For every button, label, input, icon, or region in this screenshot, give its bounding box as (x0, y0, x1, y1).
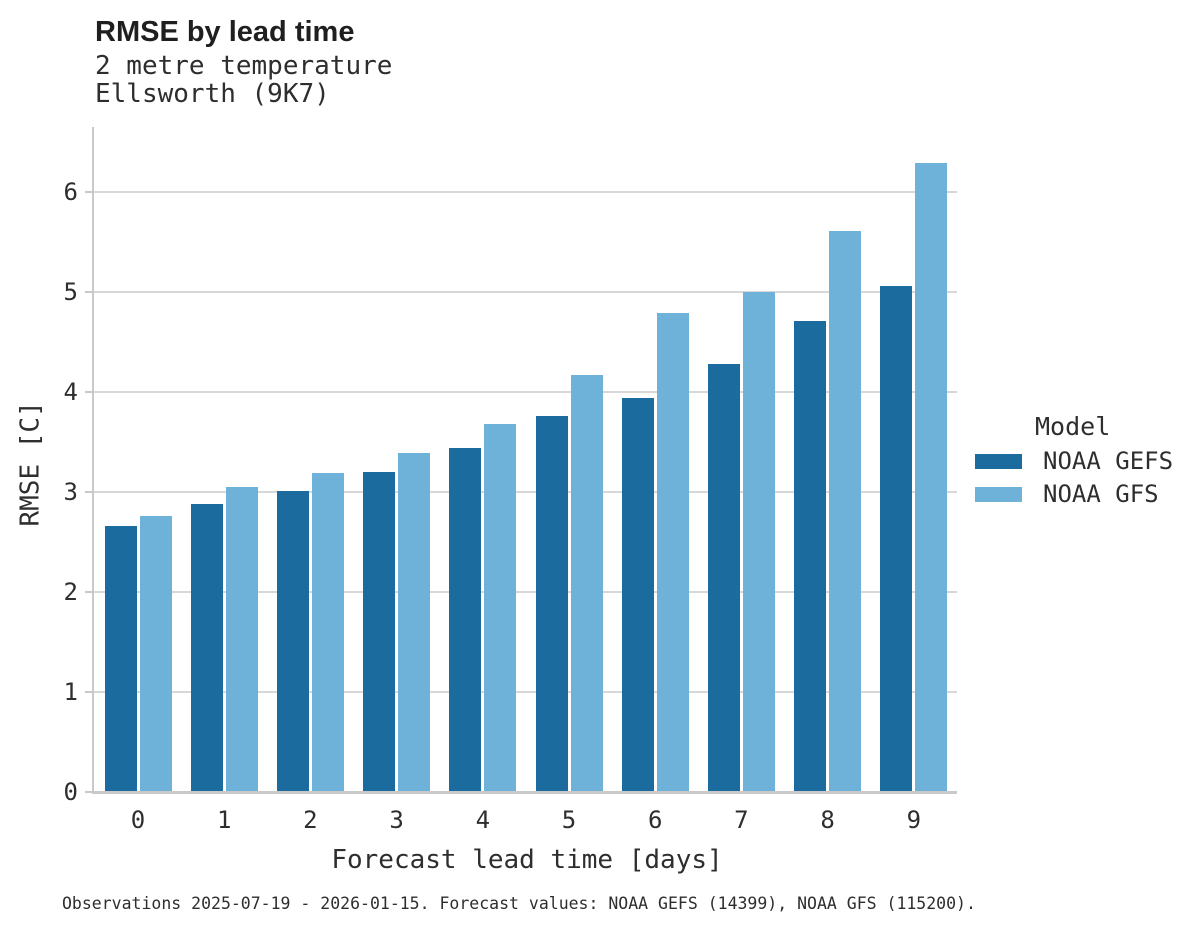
bar-noaa-gfs-day-0 (139, 516, 172, 792)
legend-item-noaa-gefs: NOAA GEFS (975, 447, 1173, 475)
legend-label-noaa-gfs: NOAA GFS (1043, 480, 1159, 508)
x-tick-label-1: 1 (216, 806, 232, 834)
bar-noaa-gefs-day-8 (794, 321, 827, 792)
gridline-y-2 (94, 591, 957, 593)
bar-noaa-gfs-day-5 (570, 375, 603, 792)
caption: Observations 2025-07-19 - 2026-01-15. Fo… (62, 894, 976, 913)
x-axis-label: Forecast lead time [days] (331, 845, 723, 875)
y-tick-6 (85, 191, 92, 193)
y-tick-label-4: 4 (63, 378, 78, 406)
bar-noaa-gfs-day-2 (311, 473, 344, 792)
bar-noaa-gefs-day-3 (363, 472, 396, 792)
bar-noaa-gfs-day-6 (656, 313, 689, 792)
y-tick-label-0: 0 (63, 778, 78, 806)
y-tick-4 (85, 391, 92, 393)
bar-noaa-gefs-day-9 (880, 286, 913, 792)
x-axis-spine (92, 791, 957, 794)
gridline-y-4 (94, 391, 957, 393)
chart-subtitle-variable: 2 metre temperature (95, 51, 393, 81)
y-tick-5 (85, 291, 92, 293)
legend-item-noaa-gfs: NOAA GFS (975, 480, 1159, 508)
y-tick-label-3: 3 (63, 478, 78, 506)
x-tick-label-9: 9 (906, 806, 922, 834)
y-tick-label-6: 6 (63, 178, 78, 206)
legend-swatch-noaa-gefs (975, 453, 1022, 469)
x-tick-label-2: 2 (303, 806, 318, 834)
chart-subtitle-station: Ellsworth (9K7) (95, 79, 330, 109)
bar-noaa-gfs-day-1 (225, 487, 258, 792)
bar-noaa-gfs-day-9 (915, 163, 948, 792)
gridline-y-5 (94, 291, 957, 293)
bar-noaa-gefs-day-0 (104, 526, 137, 792)
gridline-y-3 (94, 491, 957, 493)
chart-title: RMSE by lead time (95, 16, 355, 48)
y-tick-label-1: 1 (63, 678, 78, 706)
y-axis-spine (92, 127, 94, 794)
y-tick-label-5: 5 (63, 278, 78, 306)
bar-noaa-gfs-day-3 (398, 453, 431, 792)
x-tick-label-3: 3 (389, 806, 404, 834)
y-tick-3 (85, 491, 92, 493)
bar-noaa-gefs-day-5 (535, 416, 568, 792)
bar-noaa-gefs-day-1 (190, 504, 223, 792)
x-tick-label-5: 5 (561, 806, 577, 834)
legend-swatch-noaa-gfs (975, 486, 1022, 502)
bar-noaa-gfs-day-7 (742, 292, 775, 792)
y-tick-0 (85, 791, 92, 793)
x-tick-label-0: 0 (130, 806, 146, 834)
gridline-y-1 (94, 691, 957, 693)
gridline-y-6 (94, 191, 957, 193)
x-tick-label-6: 6 (647, 806, 663, 834)
y-tick-label-2: 2 (63, 578, 78, 606)
bar-noaa-gefs-day-4 (449, 448, 482, 792)
x-tick-label-4: 4 (475, 806, 491, 834)
x-tick-label-8: 8 (820, 806, 835, 834)
y-tick-1 (85, 691, 92, 693)
bar-noaa-gefs-day-7 (707, 364, 740, 792)
legend-title: Model (1035, 412, 1111, 441)
bar-noaa-gefs-day-6 (621, 398, 654, 792)
bar-noaa-gfs-day-4 (484, 424, 517, 792)
x-tick-label-7: 7 (734, 806, 749, 834)
bar-noaa-gefs-day-2 (276, 491, 309, 792)
y-tick-2 (85, 591, 92, 593)
bar-noaa-gfs-day-8 (829, 231, 862, 792)
legend-label-noaa-gefs: NOAA GEFS (1043, 447, 1174, 475)
